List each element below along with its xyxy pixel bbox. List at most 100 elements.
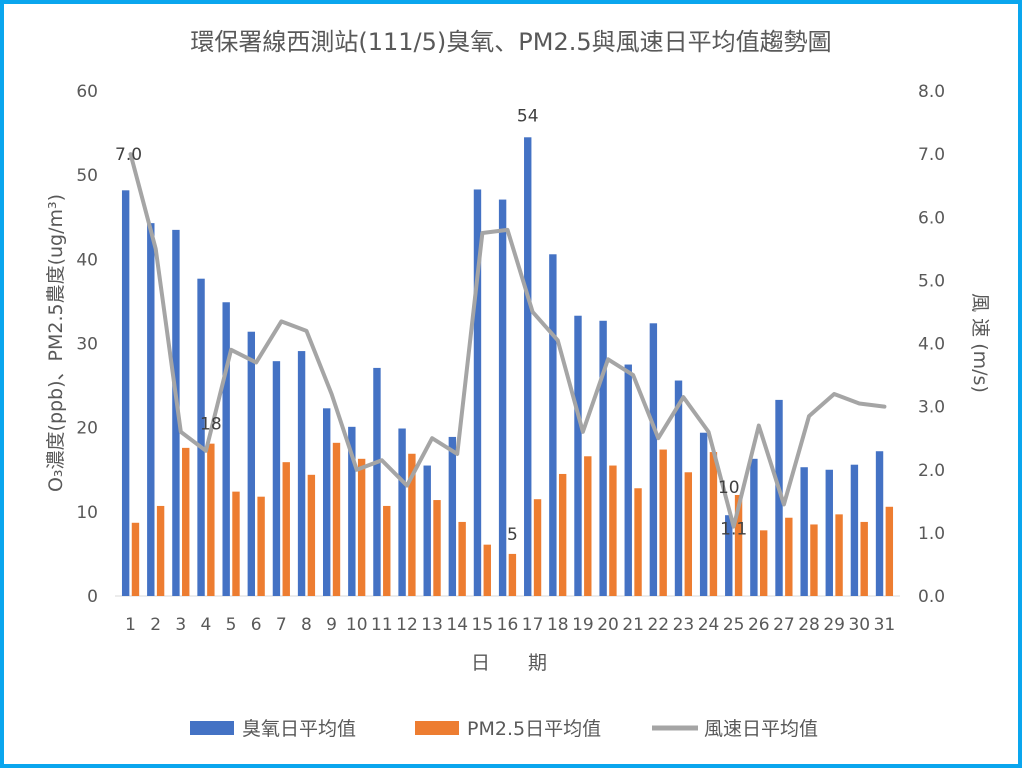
ozone-bar [599,320,607,596]
ozone-bars [121,137,884,597]
pm25-bar [408,453,416,596]
x-tick-label: 22 [647,615,669,635]
chart-title: 環保署線西測站(111/5)臭氧、PM2.5與風速日平均值趨勢圖 [190,28,831,56]
right-tick-label: 1.0 [918,524,945,544]
pm25-bar [659,449,667,596]
wind-speed-line [128,152,887,529]
data-label: 18 [200,415,222,435]
x-tick-label: 13 [421,615,443,635]
left-tick-label: 20 [76,419,98,439]
right-axis-label: 風 速 (m/s) [969,293,991,393]
x-tick-label: 5 [226,615,237,635]
pm25-bar [182,447,190,596]
ozone-bar [272,361,281,596]
ozone-bar [247,331,256,596]
wind-speed-polyline [128,152,887,529]
x-tick-label: 19 [572,615,594,635]
pm25-bar [860,521,868,596]
legend-label-pm25: PM2.5日平均值 [467,718,601,740]
legend-swatch-ozone [190,721,234,735]
x-tick-label: 25 [723,615,745,635]
right-tick-label: 7.0 [918,145,945,165]
x-tick-label: 11 [371,615,393,635]
legend-swatch-pm25 [415,721,459,735]
data-label: 1.1 [720,520,747,540]
pm25-bar [508,553,517,596]
x-axis-label: 日 期 [471,652,547,674]
left-axis-label: O₃濃度(ppb)、PM2.5農度(ug/m³) [45,194,67,492]
right-tick-label: 6.0 [918,208,945,228]
right-tick-label: 0.0 [918,587,945,607]
left-axis-ticks: 0 10 20 30 40 50 60 [76,82,98,607]
x-tick-label: 24 [698,615,720,635]
right-tick-label: 8.0 [918,82,945,102]
x-tick-label: 10 [346,615,368,635]
ozone-bar [498,199,507,596]
data-label: 7.0 [115,145,142,165]
data-label: 10 [718,478,740,498]
x-tick-label: 4 [201,615,212,635]
ozone-bar [825,469,833,596]
ozone-bar [147,223,155,596]
ozone-bar [473,189,482,596]
pm25-bar [433,500,441,596]
ozone-bar [448,436,457,596]
pm25-bar [131,522,140,596]
pm25-bar [332,442,341,596]
x-tick-label: 14 [446,615,468,635]
ozone-bar [373,367,381,596]
ozone-bar [348,426,356,596]
pm25-bar [609,465,617,596]
ozone-bar [222,302,230,596]
x-tick-label: 20 [597,615,619,635]
pm25-bar [257,496,265,596]
pm25-bar [634,488,642,596]
chart-legend: 臭氧日平均值 PM2.5日平均值 風速日平均值 [190,718,818,740]
ozone-bar [750,458,758,596]
ozone-bar [121,190,130,597]
x-tick-label: 21 [622,615,644,635]
pm25-bar [734,495,743,596]
ozone-bar [172,229,180,596]
pm25-bar [383,505,391,596]
pm25-bar [835,514,843,596]
ozone-bar [699,432,708,596]
ozone-bar [423,465,431,596]
x-tick-label: 26 [748,615,770,635]
pm25-bar [357,458,366,596]
x-tick-label: 31 [874,615,896,635]
left-tick-label: 40 [76,250,98,270]
x-tick-label: 2 [150,615,161,635]
x-tick-label: 15 [472,615,494,635]
pm25-bar [759,530,768,596]
x-tick-label: 30 [848,615,870,635]
ozone-bar [574,315,582,596]
x-tick-label: 9 [326,615,337,635]
ozone-bar [875,451,884,596]
x-tick-label: 8 [301,615,312,635]
x-tick-label: 27 [773,615,795,635]
right-tick-label: 4.0 [918,335,945,355]
pm25-bar [533,499,542,596]
ozone-bar [725,515,733,596]
right-tick-label: 2.0 [918,461,945,481]
data-label: 54 [517,106,539,126]
ozone-bar [398,428,406,596]
pm25-bar [458,521,466,596]
ozone-bar [297,351,306,596]
left-tick-label: 50 [76,166,98,186]
ozone-bar [197,278,205,596]
x-tick-label: 18 [547,615,569,635]
x-tick-label: 7 [276,615,287,635]
pm25-bar [684,472,693,596]
right-axis-ticks: 0.0 1.0 2.0 3.0 4.0 5.0 6.0 7.0 8.0 [918,82,945,607]
right-tick-label: 3.0 [918,398,945,418]
x-tick-label: 23 [673,615,695,635]
left-tick-label: 30 [76,335,98,355]
pm25-bar [810,524,818,596]
ozone-bar [800,467,808,596]
x-tick-label: 12 [396,615,418,635]
x-tick-label: 16 [497,615,519,635]
ozone-bar [624,364,632,596]
